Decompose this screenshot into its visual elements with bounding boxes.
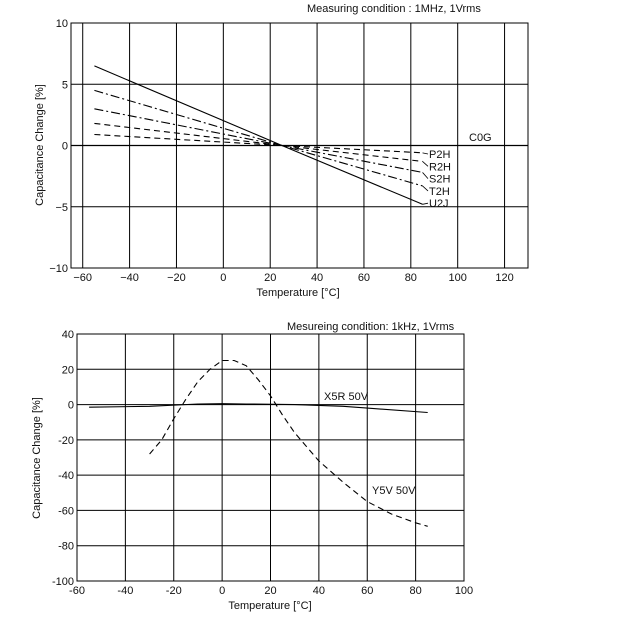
chart-2-plot-frame [76, 333, 465, 582]
chart-1-y-axis-label: Capacitance Change [%] [34, 84, 46, 206]
y-tick-label: 10 [56, 18, 68, 30]
series-label: R2H [429, 161, 451, 173]
x-tick-label: 20 [264, 585, 276, 597]
y-tick-label: 5 [62, 79, 68, 91]
y-tick-label: -20 [58, 435, 74, 447]
series-label-leader [422, 185, 429, 192]
chart-2: Mesureing condition: 1kHz, 1Vrms X5R 50V… [31, 321, 473, 612]
y-tick-label: 20 [62, 364, 74, 376]
x-tick-label: 40 [313, 585, 325, 597]
y-tick-label: -40 [58, 470, 74, 482]
series-label-leader [422, 202, 429, 205]
series-label: T2H [429, 186, 450, 198]
x-tick-label: −20 [167, 272, 186, 284]
y-tick-label: 0 [62, 141, 68, 153]
series-label: P2H [429, 149, 450, 161]
chart-1-x-tick-labels: −60 −40 −20 0 20 40 60 80 100 120 [73, 272, 513, 284]
series-label-leader [422, 161, 429, 167]
x-tick-label: −40 [120, 272, 139, 284]
chart-1: Measuring condition : 1MHz, 1Vrms P2HR2H… [34, 3, 529, 299]
series-label: X5R 50V [324, 391, 369, 403]
x-tick-label: -20 [166, 585, 182, 597]
series-label-leader [422, 152, 429, 155]
chart-1-plot-frame [70, 22, 529, 269]
x-tick-label: 80 [405, 272, 417, 284]
x-tick-label: 100 [449, 272, 467, 284]
x-tick-label: 20 [264, 272, 276, 284]
series-line-x5r-50v [89, 403, 428, 414]
series-label-leader [422, 172, 429, 179]
chart-1-y-tick-labels: −10 −5 0 5 10 [49, 18, 68, 275]
x-tick-label: 0 [220, 272, 226, 284]
x-tick-label: 100 [455, 585, 473, 597]
chart-2-series-labels: X5R 50V Y5V 50V [324, 391, 416, 497]
chart-1-x-axis-label: Temperature [°C] [256, 287, 339, 299]
series-label: S2H [429, 174, 450, 186]
y-tick-label: 40 [62, 329, 74, 341]
series-line-s2h [94, 108, 423, 173]
y-tick-label: -60 [58, 505, 74, 517]
x-tick-label: 40 [311, 272, 323, 284]
chart-2-x-axis-label: Temperature [°C] [228, 600, 311, 612]
x-tick-label: 120 [495, 272, 513, 284]
series-line-p2h [94, 133, 423, 154]
series-line-y5v-50v [149, 359, 428, 527]
x-tick-label: -40 [117, 585, 133, 597]
x-tick-label: 0 [219, 585, 225, 597]
y-tick-label: −5 [55, 202, 68, 214]
chart-2-series [89, 359, 428, 527]
y-tick-label: 0 [68, 400, 74, 412]
chart-1-reference-label: C0G [469, 132, 492, 144]
chart-2-condition: Mesureing condition: 1kHz, 1Vrms [287, 321, 455, 333]
y-tick-label: −10 [49, 263, 68, 275]
chart-1-series [94, 65, 423, 205]
chart-1-condition: Measuring condition : 1MHz, 1Vrms [307, 3, 481, 15]
y-tick-label: -100 [52, 576, 74, 588]
chart-2-x-tick-labels: -60 -40 -20 0 20 40 60 80 100 [69, 585, 473, 597]
chart-2-y-tick-labels: -100 -80 -60 -40 -20 0 20 40 [52, 329, 74, 588]
x-tick-label: 60 [358, 272, 370, 284]
y-tick-label: -80 [58, 541, 74, 553]
x-tick-label: -60 [69, 585, 85, 597]
x-tick-label: 80 [410, 585, 422, 597]
series-line-r2h [94, 122, 423, 162]
x-tick-label: 60 [361, 585, 373, 597]
series-line-u2j [94, 65, 423, 205]
series-label: Y5V 50V [372, 485, 416, 497]
chart-2-grid [77, 334, 464, 581]
series-line-t2h [94, 89, 423, 187]
x-tick-label: −60 [73, 272, 92, 284]
series-label: U2J [429, 198, 449, 210]
chart-2-y-axis-label: Capacitance Change [%] [31, 397, 43, 519]
